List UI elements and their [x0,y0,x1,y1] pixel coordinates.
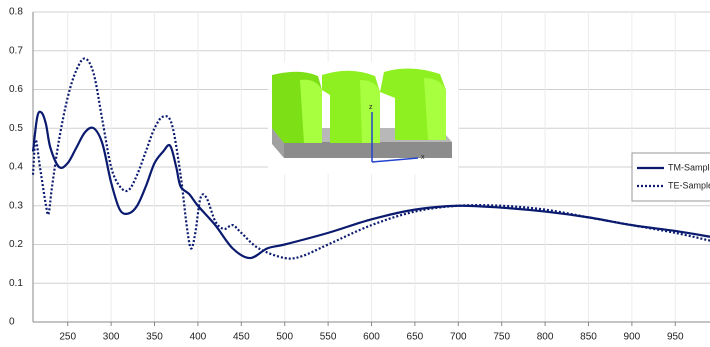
x-tick-label: 850 [580,332,597,343]
grating-ridge-face [360,80,380,143]
x-tick-label: 600 [363,332,380,343]
y-tick-label: 0.3 [9,200,23,211]
x-tick-label: 350 [146,332,163,343]
x-tick-label: 400 [190,332,207,343]
inset-diagram: z x [268,62,458,174]
x-tick-label: 800 [537,332,554,343]
y-tick-label: 0.6 [9,84,23,95]
y-tick-label: 0.5 [9,123,23,134]
legend-box [632,153,710,201]
y-tick-label: 0.7 [9,45,23,56]
x-tick-label: 700 [450,332,467,343]
x-tick-label: 550 [320,332,337,343]
y-tick-label: 0.8 [9,7,23,18]
x-tick-label: 450 [233,332,250,343]
page: {"chart_data": { "type": "line", "xlim":… [0,0,710,347]
inset-axis-label: z [369,104,373,111]
legend: TM-Sample TE-Sample [632,153,710,201]
x-tick-label: 900 [624,332,641,343]
x-tick-label: 950 [667,332,684,343]
legend-label: TM-Sample [668,162,710,172]
y-tick-label: 0.1 [9,278,23,289]
y-tick-label: 0.2 [9,239,23,250]
y-tick-label: 0.4 [9,162,23,173]
chart: z x TM-Sample TE-Sample 0 0.1 0.2 0.3 0.4 0.5 0… [0,0,710,347]
x-tick-label: 650 [407,332,424,343]
y-tick-label: 0 [9,317,15,328]
x-tick-label: 750 [493,332,510,343]
legend-label: TE-Sample [668,180,710,190]
substrate-front [284,142,452,158]
inset-axis-label: x [421,154,425,161]
x-tick-label: 250 [59,332,76,343]
x-tick-label: 500 [276,332,293,343]
x-tick-label: 300 [103,332,120,343]
